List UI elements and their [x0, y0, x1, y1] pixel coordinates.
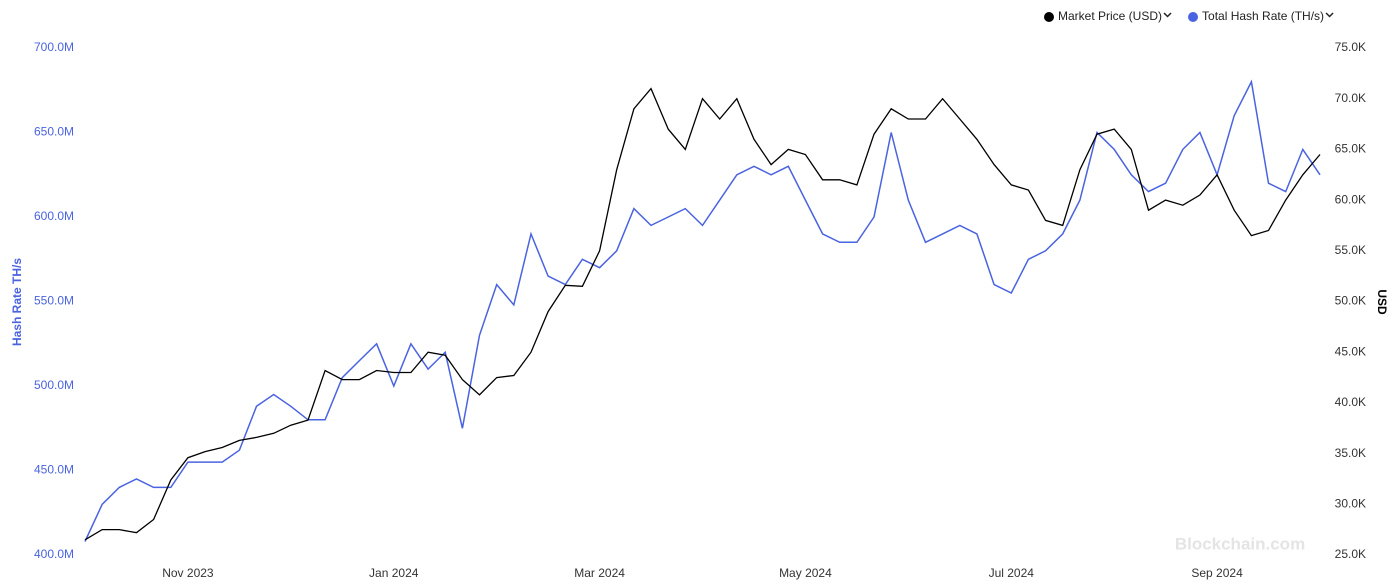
y2-tick-label: 35.0K	[1335, 446, 1366, 460]
y2-tick-label: 75.0K	[1335, 40, 1366, 54]
y-tick-label: 600.0M	[34, 209, 74, 223]
series-line	[84, 79, 1321, 542]
x-tick-label: Nov 2023	[162, 566, 214, 580]
y-tick-label: 700.0M	[34, 40, 74, 54]
y-tick-label: 650.0M	[34, 125, 74, 139]
y2-tick-label: 65.0K	[1335, 142, 1366, 156]
watermark: Blockchain.com	[1175, 534, 1305, 553]
y-tick-label: 450.0M	[34, 463, 74, 477]
y2-tick-label: 55.0K	[1335, 243, 1366, 257]
series-line	[84, 87, 1321, 541]
y-tick-label: 500.0M	[34, 378, 74, 392]
y2-tick-label: 40.0K	[1335, 395, 1366, 409]
y2-tick-label: 70.0K	[1335, 91, 1366, 105]
y2-tick-label: 45.0K	[1335, 344, 1366, 358]
x-tick-label: Mar 2024	[574, 566, 625, 580]
y-tick-label: 400.0M	[34, 547, 74, 561]
y2-tick-label: 50.0K	[1335, 294, 1366, 308]
x-tick-label: Sep 2024	[1191, 566, 1243, 580]
y2-axis-title: USD	[1375, 289, 1389, 315]
legend-label[interactable]: Total Hash Rate (TH/s)	[1202, 9, 1324, 23]
x-tick-label: Jul 2024	[989, 566, 1035, 580]
legend-marker	[1044, 12, 1054, 22]
legend-label[interactable]: Market Price (USD)	[1058, 9, 1162, 23]
y2-tick-label: 30.0K	[1335, 496, 1366, 510]
x-tick-label: Jan 2024	[369, 566, 419, 580]
legend-marker	[1188, 12, 1199, 22]
legend-chevron	[1163, 12, 1172, 18]
x-tick-label: May 2024	[779, 566, 832, 580]
y2-tick-label: 60.0K	[1335, 192, 1366, 206]
legend-chevron	[1325, 12, 1334, 18]
y-tick-label: 550.0M	[34, 294, 74, 308]
y2-tick-label: 25.0K	[1335, 547, 1366, 561]
y-axis-title: Hash Rate TH/s	[10, 258, 24, 346]
